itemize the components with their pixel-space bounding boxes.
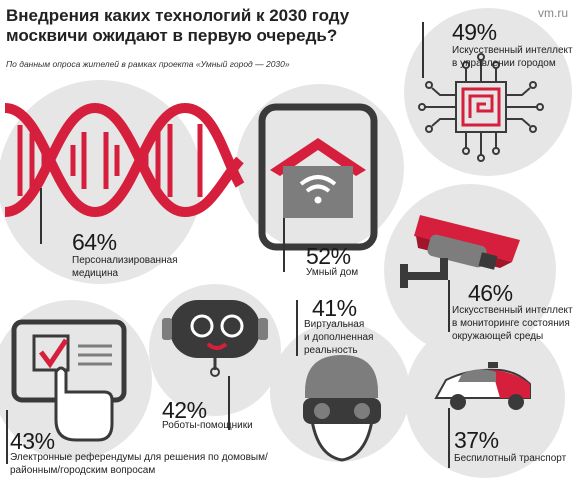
leader-medicine [40,188,42,244]
vr-headset-icon [303,355,381,462]
referendum-tablet-icon [11,319,127,442]
page-title: Внедрения каких технологий к 2030 году м… [6,6,350,45]
leader-referendum [6,410,8,464]
value-medicine: 64% [72,229,117,255]
value-vr: 41% [312,295,357,321]
value-robots: 42% [162,397,207,423]
dna-icon [4,102,245,218]
site-logo[interactable]: vm.ru [538,6,568,20]
value-referendum: 43% [10,428,55,454]
camera-icon [400,215,520,288]
robot-icon [162,300,268,377]
leader-transport [448,408,450,468]
label-transport: Беспилотный транспорт [454,453,567,464]
value-smarthome: 52% [306,243,351,269]
value-transport: 37% [454,427,499,453]
leader-ai-city [422,22,424,78]
autonomous-car-icon [434,362,531,410]
label-referendum: Электронные референдумы для решения по д… [10,452,268,476]
label-vr: Виртуальная и дополненная реальность [304,319,374,356]
value-ai-city: 49% [452,19,497,45]
label-smarthome: Умный дом [306,267,359,278]
circle-referendum [0,300,152,460]
label-robots: Роботы-помощники [162,420,253,431]
leader-robots [228,376,230,430]
ai-chip-icon [418,53,544,162]
label-ai-city: Искусственный интеллект в управлении гор… [452,45,573,69]
leader-smarthome [283,218,285,272]
value-ai-env: 46% [468,280,513,306]
leader-ai-env [448,280,450,332]
label-ai-env: Искусственный интеллект в мониторинге со… [452,305,573,342]
source-note: По данным опроса жителей в рамках проект… [6,59,290,69]
leader-vr [296,300,298,356]
smart-home-icon [258,103,378,251]
label-medicine: Персонализированная медицина [72,255,178,279]
